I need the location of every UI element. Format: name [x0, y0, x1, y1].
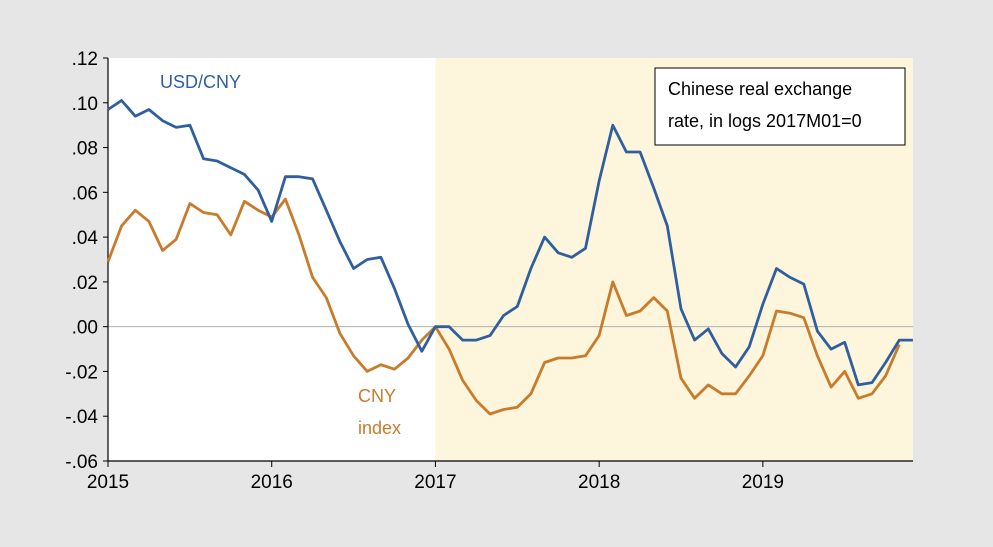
- x-tick-label: 2018: [578, 472, 620, 493]
- x-tick-label: 2017: [414, 472, 456, 493]
- y-tick-label: .04: [72, 228, 99, 249]
- annotation-box-border: [654, 67, 906, 146]
- y-tick-label: .06: [72, 183, 98, 204]
- usd-cny-label-line: USD/CNY: [160, 72, 241, 92]
- usd-cny-label: USD/CNY: [160, 72, 241, 92]
- annotation-box-line-2: rate, in logs 2017M01=0: [668, 111, 862, 131]
- y-axis-ticks: .12 .10 .08 .06 .04 .02 .00 -.02 -.04 -.06: [65, 49, 108, 473]
- annotation-box-line-1: Chinese real exchange: [668, 79, 852, 99]
- annotation-box: Chinese real exchange rate, in logs 2017…: [654, 67, 906, 146]
- x-tick-label: 2019: [742, 472, 784, 493]
- x-tick-label: 2016: [251, 472, 293, 493]
- y-tick-label: .00: [72, 318, 98, 339]
- y-tick-label: -.04: [65, 407, 98, 428]
- cny-index-label: CNY index: [358, 386, 401, 438]
- y-tick-label: -.02: [65, 362, 98, 383]
- x-tick-label: 2015: [87, 472, 129, 493]
- cny-index-label-line-2: index: [358, 418, 401, 438]
- y-tick-label: .02: [72, 273, 98, 294]
- series-line-usd-cny: [107, 99, 913, 387]
- series-layer: [106, 99, 913, 416]
- y-tick-label: -.06: [65, 452, 98, 473]
- x-axis-ticks: 2015 2016 2017 2018 2019: [87, 461, 784, 493]
- y-tick-label: .10: [72, 94, 98, 115]
- y-tick-label: .08: [72, 139, 98, 160]
- y-tick-label: .12: [72, 49, 98, 70]
- series-line-cny-index: [106, 197, 901, 416]
- cny-index-label-line-1: CNY: [358, 386, 396, 406]
